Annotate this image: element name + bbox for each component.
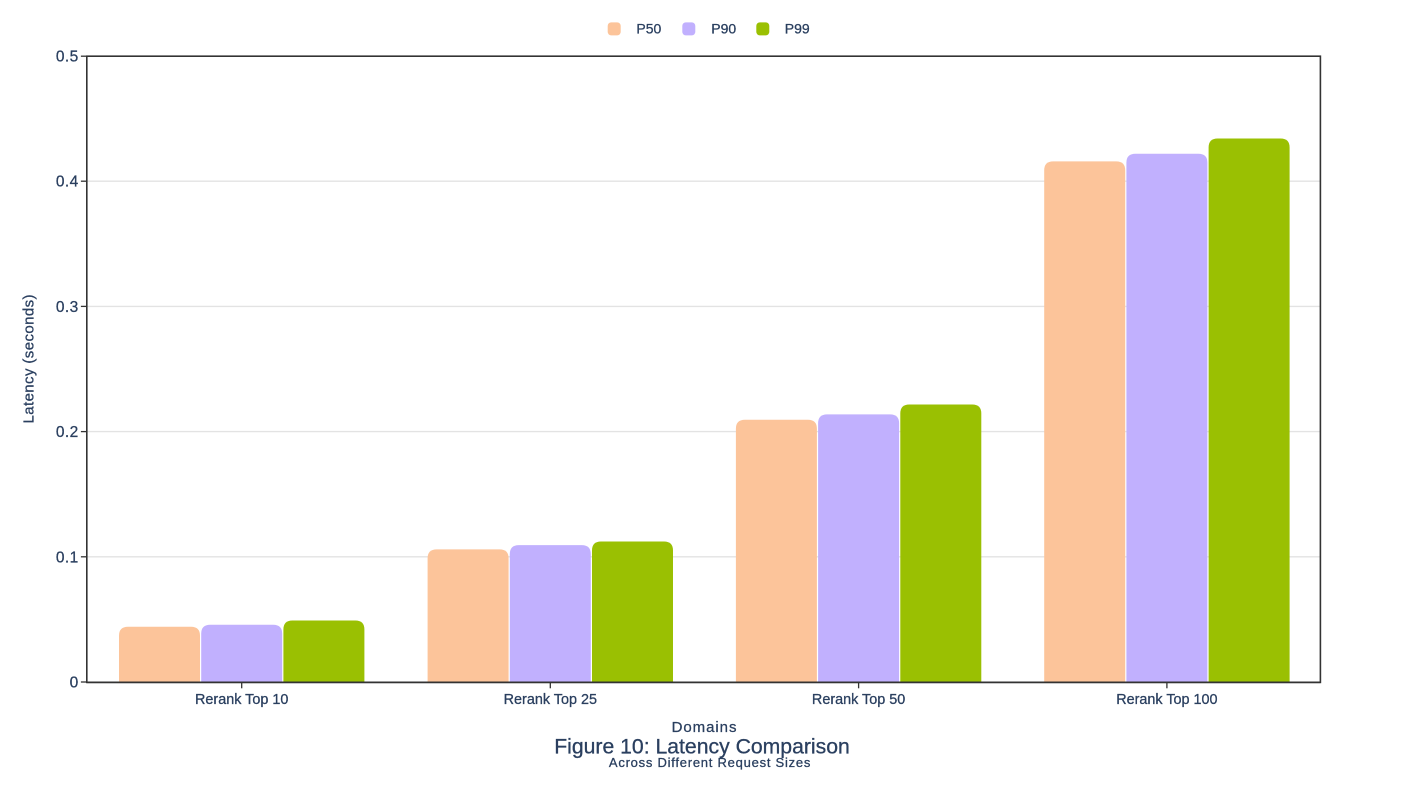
svg-text:0.1: 0.1 — [56, 549, 79, 566]
svg-text:P90: P90 — [711, 21, 736, 37]
svg-text:0.4: 0.4 — [56, 174, 79, 191]
svg-text:P99: P99 — [785, 21, 810, 37]
svg-text:0: 0 — [70, 675, 79, 692]
svg-text:P50: P50 — [636, 21, 661, 37]
svg-text:Across Different Request Sizes: Across Different Request Sizes — [609, 755, 811, 770]
svg-text:Rerank Top 10: Rerank Top 10 — [195, 692, 288, 708]
svg-text:Rerank Top 25: Rerank Top 25 — [504, 692, 597, 708]
svg-text:0.2: 0.2 — [56, 424, 79, 441]
svg-text:Rerank Top 50: Rerank Top 50 — [812, 692, 905, 708]
svg-text:0.3: 0.3 — [56, 299, 79, 316]
svg-text:Rerank Top 100: Rerank Top 100 — [1116, 692, 1217, 708]
svg-text:Figure 10: Latency Comparison: Figure 10: Latency Comparison — [554, 735, 850, 758]
svg-text:0.5: 0.5 — [56, 49, 79, 66]
svg-text:Latency (seconds): Latency (seconds) — [20, 294, 37, 423]
svg-text:Domains: Domains — [672, 719, 738, 736]
